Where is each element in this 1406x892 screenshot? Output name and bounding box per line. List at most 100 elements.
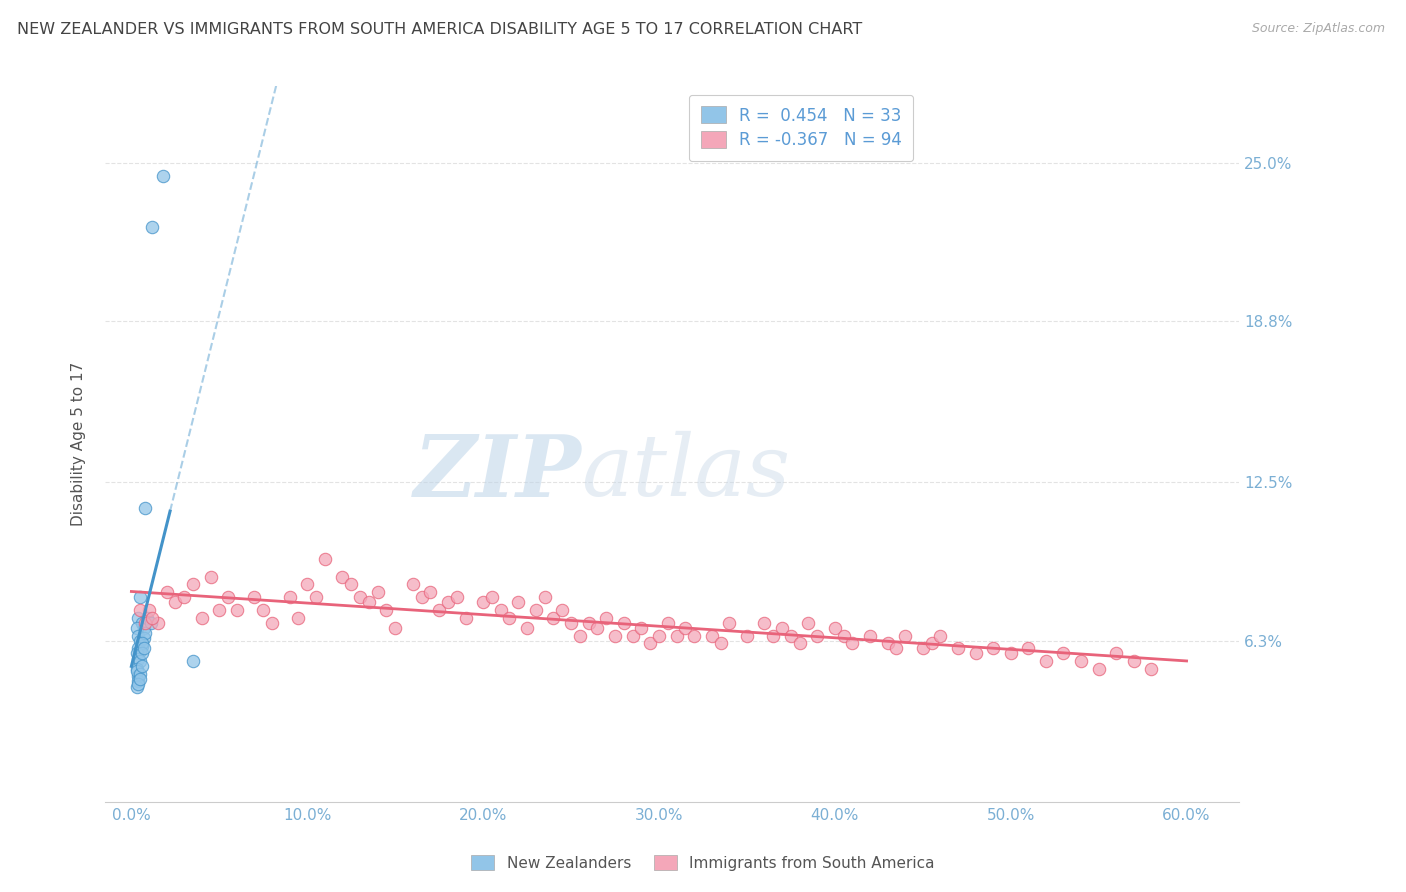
Point — [595, 610, 617, 624]
Point — [127, 628, 149, 642]
Point — [129, 644, 152, 658]
Point — [129, 591, 152, 605]
Point — [305, 591, 328, 605]
Point — [262, 615, 284, 630]
Point — [965, 647, 987, 661]
Point — [1035, 654, 1057, 668]
Point — [1105, 647, 1128, 661]
Point — [929, 628, 952, 642]
Point — [533, 591, 555, 605]
Point — [543, 610, 565, 624]
Text: atlas: atlas — [582, 431, 790, 514]
Point — [287, 610, 309, 624]
Point — [630, 621, 652, 635]
Point — [125, 665, 148, 679]
Point — [498, 610, 520, 624]
Point — [735, 628, 758, 642]
Point — [152, 169, 174, 183]
Point — [921, 636, 943, 650]
Point — [129, 603, 152, 617]
Point — [127, 641, 149, 656]
Point — [824, 621, 846, 635]
Point — [427, 603, 450, 617]
Point — [886, 641, 908, 656]
Point — [297, 577, 319, 591]
Point — [762, 628, 785, 642]
Point — [419, 585, 441, 599]
Point — [131, 636, 153, 650]
Point — [173, 591, 195, 605]
Point — [181, 654, 204, 668]
Point — [586, 621, 609, 635]
Point — [200, 570, 222, 584]
Point — [125, 621, 148, 635]
Point — [489, 603, 512, 617]
Point — [127, 674, 149, 689]
Point — [155, 585, 177, 599]
Point — [332, 570, 354, 584]
Point — [131, 639, 153, 653]
Point — [481, 591, 503, 605]
Point — [894, 628, 917, 642]
Point — [375, 603, 398, 617]
Point — [1070, 654, 1092, 668]
Point — [134, 615, 156, 630]
Point — [560, 615, 582, 630]
Point — [129, 666, 152, 681]
Point — [127, 610, 149, 624]
Point — [132, 631, 155, 645]
Point — [673, 621, 696, 635]
Point — [349, 591, 371, 605]
Point — [132, 621, 155, 635]
Point — [946, 641, 969, 656]
Point — [131, 615, 153, 630]
Point — [243, 591, 266, 605]
Point — [146, 615, 169, 630]
Point — [709, 636, 731, 650]
Point — [314, 552, 336, 566]
Point — [127, 677, 149, 691]
Point — [754, 615, 776, 630]
Point — [384, 621, 406, 635]
Point — [181, 577, 204, 591]
Point — [225, 603, 247, 617]
Point — [1140, 662, 1163, 676]
Point — [454, 610, 477, 624]
Point — [125, 647, 148, 661]
Point — [129, 633, 152, 648]
Point — [700, 628, 723, 642]
Point — [524, 603, 547, 617]
Point — [657, 615, 679, 630]
Point — [780, 628, 803, 642]
Text: Source: ZipAtlas.com: Source: ZipAtlas.com — [1251, 22, 1385, 36]
Point — [131, 647, 153, 661]
Point — [648, 628, 671, 642]
Point — [832, 628, 855, 642]
Point — [141, 610, 163, 624]
Point — [127, 651, 149, 665]
Point — [508, 595, 530, 609]
Point — [446, 591, 468, 605]
Point — [911, 641, 934, 656]
Point — [806, 628, 828, 642]
Legend: R =  0.454   N = 33, R = -0.367   N = 94: R = 0.454 N = 33, R = -0.367 N = 94 — [689, 95, 914, 161]
Point — [127, 669, 149, 683]
Point — [1122, 654, 1144, 668]
Point — [129, 672, 152, 686]
Point — [402, 577, 425, 591]
Text: ZIP: ZIP — [413, 431, 582, 515]
Point — [134, 500, 156, 515]
Point — [981, 641, 1004, 656]
Point — [278, 591, 301, 605]
Point — [1017, 641, 1039, 656]
Point — [132, 641, 155, 656]
Point — [136, 610, 159, 624]
Point — [1087, 662, 1109, 676]
Point — [568, 628, 591, 642]
Point — [217, 591, 239, 605]
Legend: New Zealanders, Immigrants from South America: New Zealanders, Immigrants from South Am… — [463, 846, 943, 880]
Point — [139, 615, 162, 630]
Point — [876, 636, 898, 650]
Point — [472, 595, 495, 609]
Point — [665, 628, 688, 642]
